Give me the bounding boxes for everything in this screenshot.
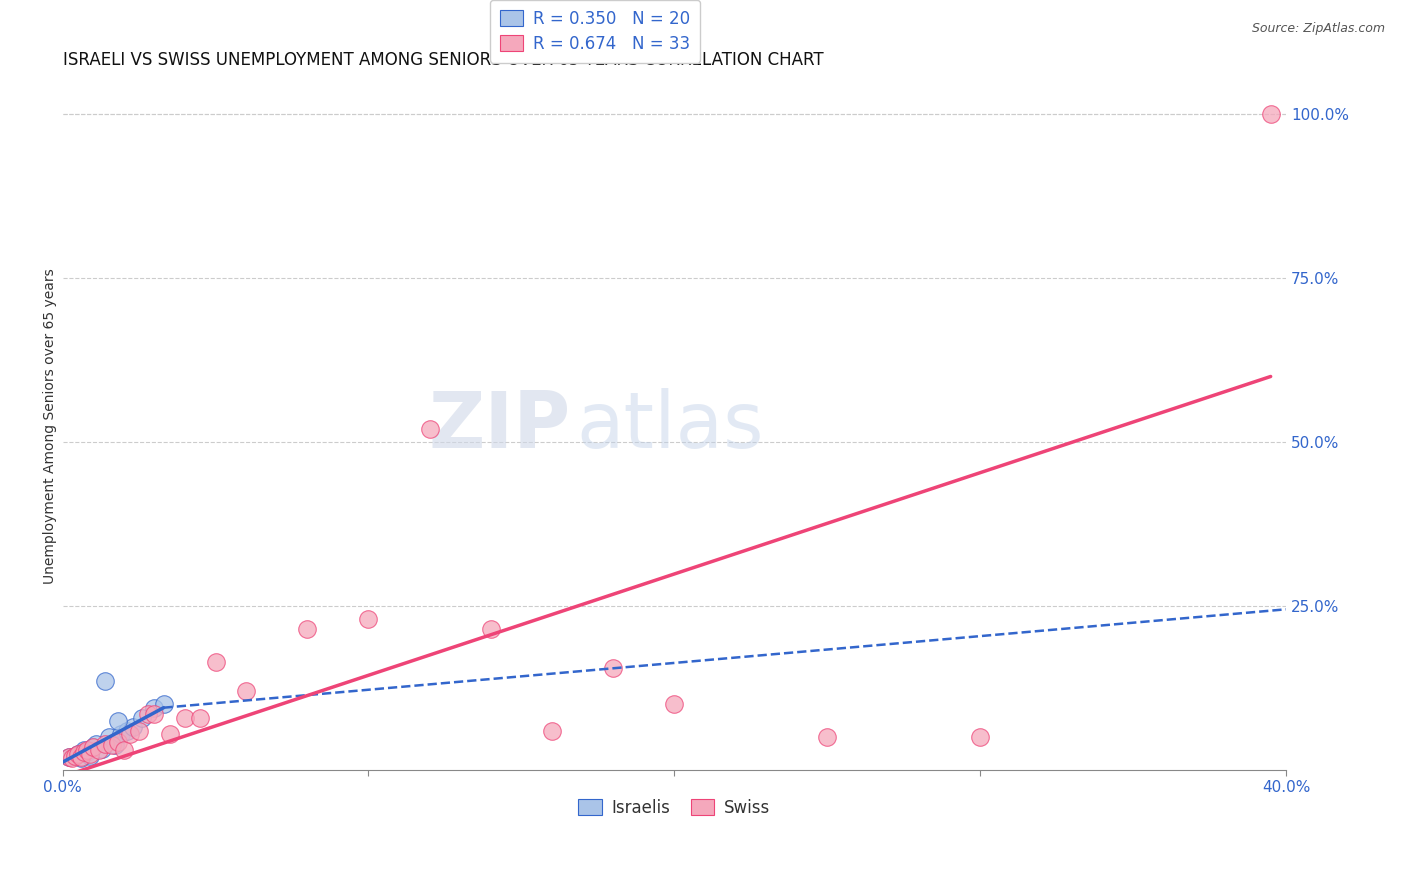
Point: [70, 750, 93, 764]
Point: [118, 727, 141, 741]
Text: atlas: atlas: [576, 388, 763, 464]
Point: [86, 737, 108, 751]
Point: [94, 674, 117, 689]
Point: [82, 739, 104, 754]
Point: [128, 723, 150, 738]
Point: [110, 727, 132, 741]
Point: [664, 698, 686, 712]
Point: [235, 684, 257, 698]
Point: [174, 710, 197, 724]
Point: [79, 747, 101, 761]
Point: [159, 727, 181, 741]
Point: [136, 707, 159, 722]
Text: ISRAELI VS SWISS UNEMPLOYMENT AMONG SENIORS OVER 65 YEARS CORRELATION CHART: ISRAELI VS SWISS UNEMPLOYMENT AMONG SENI…: [63, 51, 824, 69]
Point: [1260, 107, 1282, 121]
Point: [63, 748, 86, 763]
Point: [73, 743, 96, 757]
Point: [602, 661, 624, 675]
Point: [76, 743, 98, 757]
Point: [112, 743, 135, 757]
Point: [76, 745, 98, 759]
Point: [100, 738, 122, 752]
Point: [122, 720, 145, 734]
Point: [73, 745, 96, 759]
Point: [104, 738, 127, 752]
Point: [97, 730, 120, 744]
Point: [479, 622, 502, 636]
Legend: Israelis, Swiss: Israelis, Swiss: [572, 792, 778, 823]
Text: ZIP: ZIP: [427, 388, 571, 464]
Point: [107, 735, 129, 749]
Point: [63, 748, 86, 763]
Point: [541, 723, 564, 738]
Point: [204, 655, 226, 669]
Point: [297, 622, 319, 636]
Point: [94, 737, 117, 751]
Point: [357, 612, 380, 626]
Point: [815, 730, 838, 744]
Point: [82, 739, 104, 754]
Point: [419, 422, 441, 436]
Point: [60, 751, 83, 765]
Point: [143, 700, 166, 714]
Point: [969, 730, 991, 744]
Y-axis label: Unemployment Among Seniors over 65 years: Unemployment Among Seniors over 65 years: [44, 268, 58, 583]
Point: [188, 710, 211, 724]
Point: [70, 751, 93, 765]
Point: [79, 748, 101, 763]
Point: [143, 707, 166, 722]
Text: Source: ZipAtlas.com: Source: ZipAtlas.com: [1251, 22, 1385, 36]
Point: [58, 750, 80, 764]
Point: [131, 710, 153, 724]
Point: [152, 698, 174, 712]
Point: [58, 750, 80, 764]
Point: [107, 714, 129, 728]
Point: [66, 747, 89, 761]
Point: [66, 747, 89, 761]
Point: [89, 743, 111, 757]
Point: [91, 742, 114, 756]
Point: [115, 723, 138, 738]
